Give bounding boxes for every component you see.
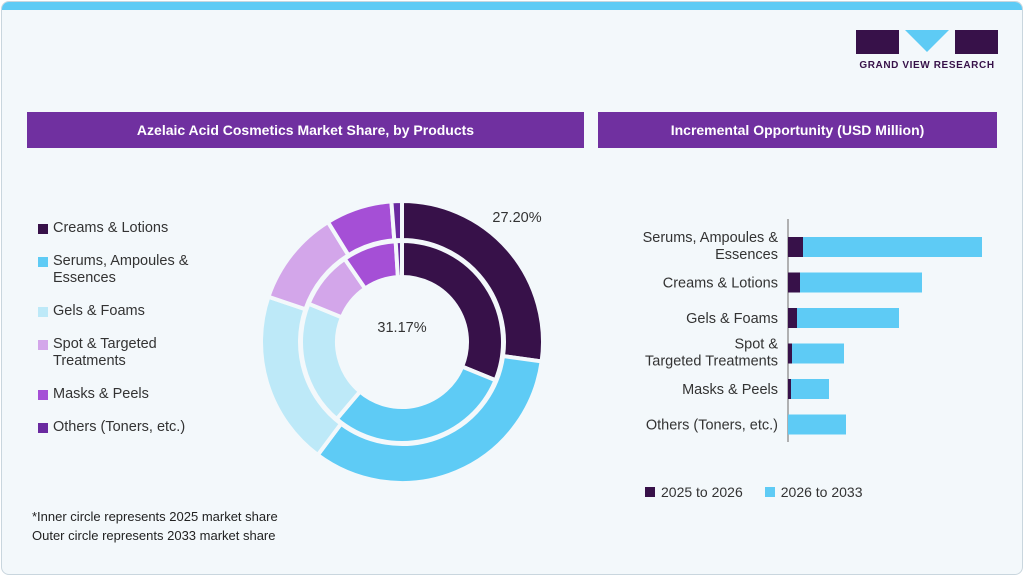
legend-label: Creams & Lotions — [53, 220, 169, 236]
bar-segment — [788, 308, 797, 328]
legend-swatch — [645, 487, 655, 497]
legend-label: Others (Toners, etc.) — [53, 419, 186, 435]
legend-item: Others (Toners, etc.) — [38, 419, 233, 436]
outer-data-label: 27.20% — [492, 210, 541, 226]
category-label: Others (Toners, etc.) — [646, 418, 778, 434]
category-label: Gels & Foams — [686, 311, 778, 327]
bar-legend: 2025 to 2026 2026 to 2033 — [645, 484, 863, 500]
legend-swatch — [38, 257, 48, 267]
bar-segment — [792, 343, 844, 364]
legend-item: Creams & Lotions — [38, 220, 233, 237]
category-label: Masks & Peels — [682, 382, 778, 398]
category-label: Serums, Ampoules & — [643, 230, 779, 246]
logo-text: GRAND VIEW RESEARCH — [859, 60, 995, 71]
note-inner: *Inner circle represents 2025 market sha… — [32, 509, 278, 524]
bar-segment — [788, 237, 803, 257]
chart-note: *Inner circle represents 2025 market sha… — [32, 507, 278, 545]
legend-swatch — [38, 423, 48, 433]
bar-segment — [788, 272, 800, 293]
legend-label: Gels & Foams — [53, 303, 145, 319]
category-label: Targeted Treatments — [645, 354, 778, 370]
legend-label: Serums, Ampoules & Essences — [53, 253, 189, 286]
bar-segment — [791, 379, 829, 399]
note-outer: Outer circle represents 2033 market shar… — [32, 528, 276, 543]
top-accent-bar — [2, 2, 1022, 10]
bar-segment — [797, 308, 899, 328]
legend-swatch — [38, 390, 48, 400]
legend-swatch — [38, 340, 48, 350]
bar-segment — [803, 237, 982, 257]
donut-chart-title: Azelaic Acid Cosmetics Market Share, by … — [27, 112, 584, 148]
legend-label: 2026 to 2033 — [780, 484, 863, 500]
bar-segment — [788, 343, 792, 364]
legend-swatch — [764, 487, 775, 497]
legend-swatch — [38, 307, 48, 317]
legend-swatch — [38, 224, 48, 234]
bar-segment — [788, 379, 791, 399]
incremental-bar-chart: Serums, Ampoules &Essences Creams & Lotio… — [643, 219, 982, 442]
legend-item: Serums, Ampoules & Essences — [38, 253, 233, 287]
category-label: Creams & Lotions — [663, 276, 778, 292]
donut-slice-outer — [389, 198, 404, 243]
bar-segment — [800, 272, 922, 293]
bar-chart-title: Incremental Opportunity (USD Million) — [598, 112, 997, 148]
category-label: Essences — [715, 247, 778, 263]
donut-slice-inner — [393, 238, 404, 280]
legend-item: Gels & Foams — [38, 303, 233, 320]
category-label: Spot & — [734, 337, 778, 353]
bar-segment — [788, 414, 846, 435]
inner-data-label: 31.17% — [377, 320, 426, 336]
legend-item: Masks & Peels — [38, 386, 233, 403]
bar-legend-item: 2025 to 2026 — [645, 484, 743, 500]
legend-item: Spot & Targeted Treatments — [38, 336, 233, 370]
legend-label: Spot & Targeted Treatments — [53, 336, 157, 369]
legend-label: 2025 to 2026 — [661, 484, 743, 500]
bar-legend-item: 2026 to 2033 — [764, 484, 863, 500]
donut-legend: Creams & Lotions Serums, Ampoules & Essen… — [38, 220, 233, 452]
grand-view-research-logo: GRAND VIEW RESEARCH — [856, 30, 998, 71]
nested-donut-chart: 31.17% 27.20% — [259, 198, 545, 485]
legend-label: Masks & Peels — [53, 386, 149, 402]
